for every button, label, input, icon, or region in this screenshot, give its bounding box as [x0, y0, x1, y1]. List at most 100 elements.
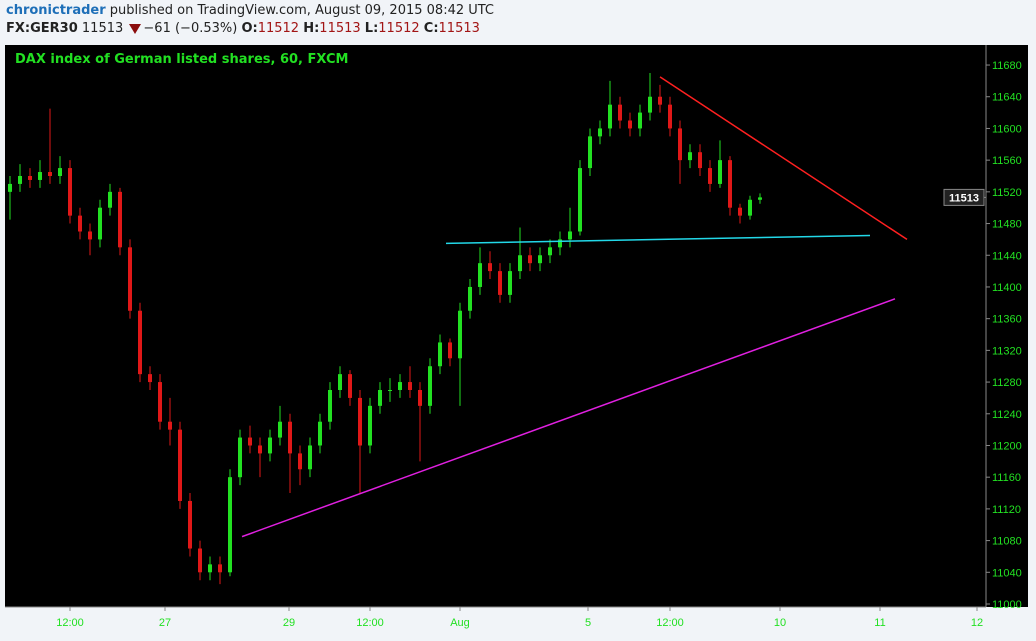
open-label: O: [241, 21, 258, 36]
candle-body [578, 168, 582, 232]
candle-body [658, 96, 662, 105]
candle-body [188, 500, 192, 549]
x-tick-label: 5 [585, 617, 591, 629]
candle-body [8, 183, 12, 192]
candle-body [288, 421, 292, 454]
candle [158, 374, 162, 430]
low-label: L: [364, 21, 379, 36]
candle [278, 405, 282, 446]
candle-body [88, 231, 92, 240]
y-tick-label: 11160 [992, 472, 1021, 484]
candle [398, 374, 402, 398]
symbol: FX:GER30 [6, 21, 78, 36]
last-price: 11513 [81, 21, 124, 36]
trend-line-resistance [659, 76, 908, 241]
candle-body [618, 104, 622, 121]
candle [748, 195, 752, 220]
candle [578, 160, 582, 236]
candle-body [548, 247, 552, 256]
candle-body [258, 445, 262, 454]
candle [448, 338, 452, 367]
candle-body [278, 421, 282, 438]
candle-body [638, 112, 642, 129]
candle [758, 193, 762, 204]
plot-area [5, 45, 1028, 607]
candle [68, 160, 72, 224]
candle [408, 366, 412, 398]
candle-body [738, 207, 742, 216]
candle [588, 128, 592, 176]
candle [118, 187, 122, 256]
candle [698, 144, 702, 176]
x-tick-label: 11 [874, 617, 885, 629]
candle-body [748, 199, 752, 216]
candle-body [498, 271, 502, 295]
candle [228, 469, 232, 577]
y-tick-label: 11680 [992, 60, 1022, 72]
candle [298, 445, 302, 486]
y-tick-label: 11560 [992, 155, 1022, 167]
candle [558, 231, 562, 256]
candle [478, 247, 482, 295]
candle-body [518, 255, 522, 272]
candle [148, 366, 152, 390]
candle [18, 164, 22, 192]
author-link[interactable]: chronictrader [6, 3, 106, 18]
candle-body [348, 374, 352, 398]
x-tick-label: Aug [450, 617, 470, 629]
candle-body [488, 263, 492, 272]
candle [248, 425, 252, 454]
candle [638, 104, 642, 137]
candle-body [248, 437, 252, 446]
candle [488, 251, 492, 280]
candle [138, 302, 142, 383]
candle [328, 382, 332, 430]
candle [688, 144, 692, 169]
symbol-info: FX:GER30 11513 −61 (−0.53%) O:11512 H:11… [6, 21, 480, 36]
y-tick-label: 11280 [992, 377, 1022, 389]
candle [48, 108, 52, 184]
candle-body [328, 389, 332, 422]
candle-body [558, 239, 562, 248]
candle [368, 397, 372, 454]
candle [708, 160, 712, 192]
candle-body [338, 374, 342, 390]
x-tick-label: 27 [159, 617, 171, 629]
candle [728, 156, 732, 216]
price-change: −61 (−0.53%) [143, 21, 238, 36]
high-label: H: [303, 21, 320, 36]
candle [268, 429, 272, 462]
y-tick-label: 11200 [992, 440, 1022, 452]
candle-body [368, 405, 372, 446]
trend-line-support-rising [241, 298, 896, 538]
candle-body [308, 445, 312, 470]
candle [208, 556, 212, 581]
candle [108, 183, 112, 216]
y-tick-label: 11600 [992, 123, 1022, 135]
candle-body [428, 366, 432, 406]
low-value: 11512 [378, 21, 420, 36]
candle-body [698, 152, 702, 169]
candle [128, 239, 132, 319]
candle [718, 140, 722, 188]
x-tick-label: 12:00 [56, 617, 84, 629]
triangle-down-icon [129, 23, 142, 34]
candle [618, 96, 622, 129]
y-tick-label: 11400 [992, 282, 1022, 294]
x-tick-label: 12 [971, 617, 983, 629]
candle-body [538, 255, 542, 264]
candle-body [718, 160, 722, 184]
candle-body [608, 104, 612, 129]
candle-body [458, 310, 462, 359]
candle-body [138, 310, 142, 375]
y-tick-label: 11080 [992, 536, 1022, 548]
candle-body [448, 342, 452, 359]
candle [498, 263, 502, 303]
candle-body [298, 453, 302, 470]
candle-body [758, 197, 762, 200]
candle [78, 207, 82, 240]
published-text: published on TradingView.com, August 09,… [109, 3, 495, 18]
candle [238, 429, 242, 486]
candle-body [418, 389, 422, 406]
